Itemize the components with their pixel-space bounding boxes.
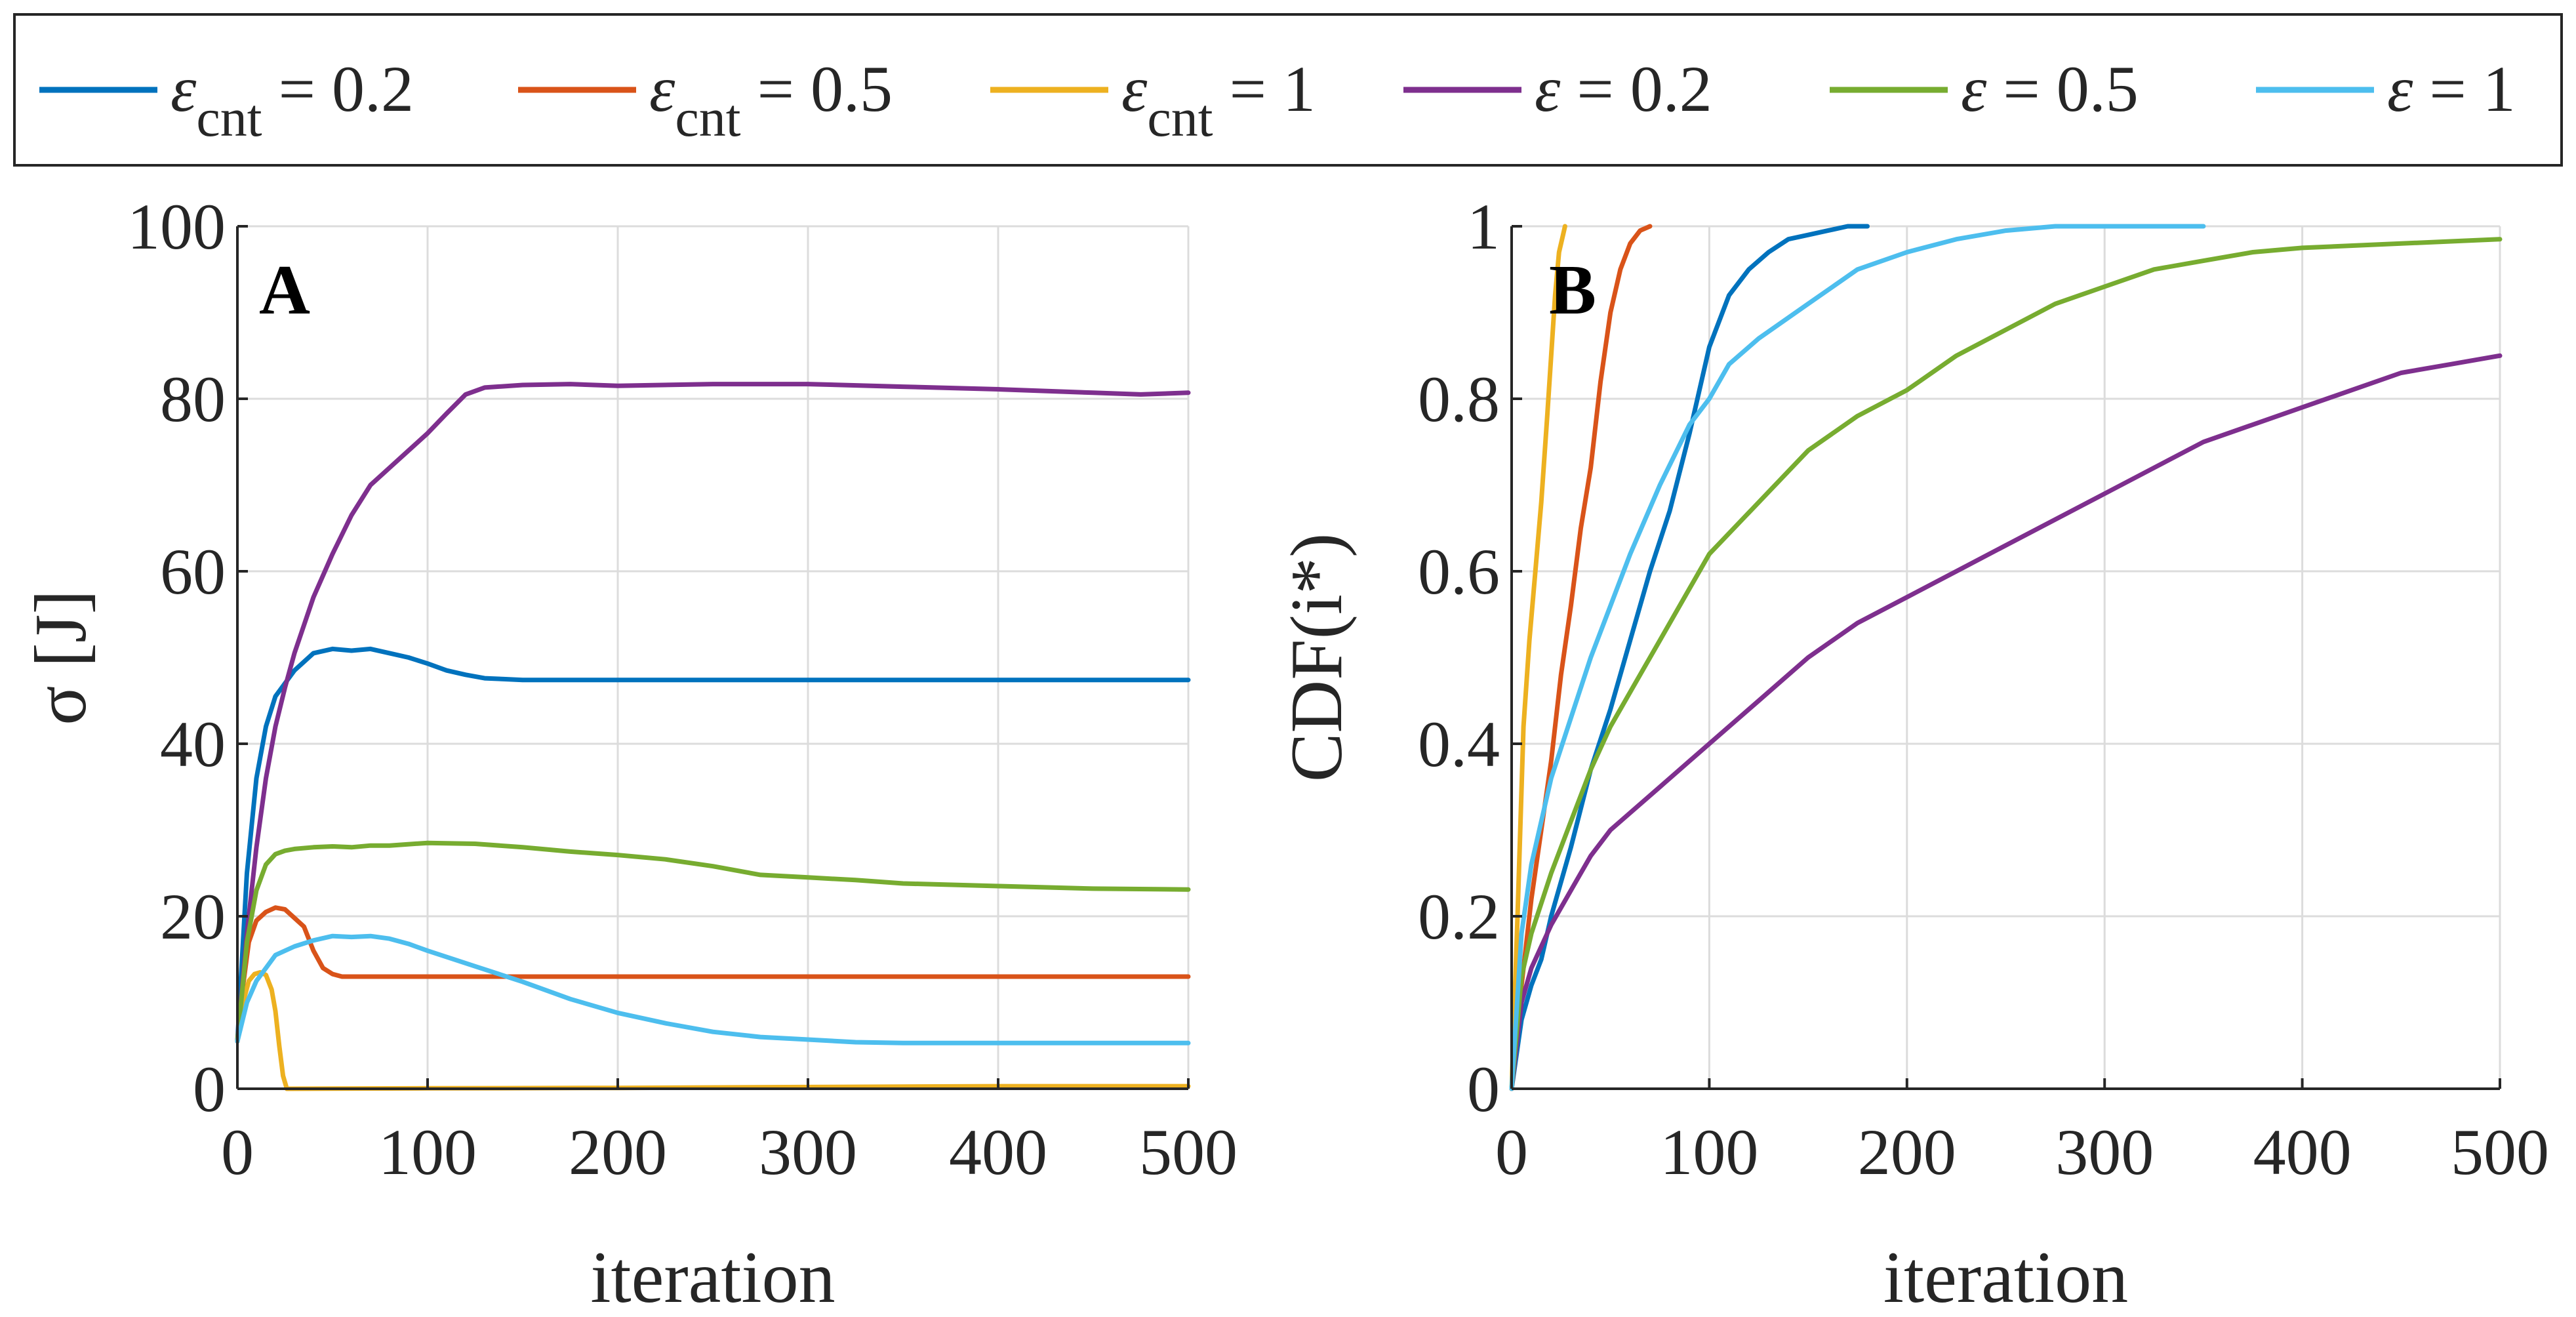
legend-symbol: ε — [2387, 52, 2413, 125]
legend-value: = 0.5 — [1986, 52, 2138, 125]
series-line-1 — [235, 905, 1191, 1044]
panel-label: B — [1549, 251, 1596, 329]
x-tick-label: 300 — [759, 1116, 857, 1188]
x-tick-label: 200 — [569, 1116, 667, 1188]
x-tick-label: 400 — [949, 1116, 1047, 1188]
series-line-0 — [235, 646, 1191, 1044]
legend-symbol: ε — [1535, 52, 1561, 125]
y-tick-label: 0.4 — [1418, 708, 1500, 780]
x-tick-label: 400 — [2253, 1116, 2352, 1188]
legend-value: = 0.2 — [1560, 52, 1712, 125]
y-tick-label: 1 — [1467, 190, 1500, 263]
legend-subscript: cnt — [675, 88, 740, 148]
legend-entry-1: εcnt = 0.5 — [518, 52, 893, 148]
y-axis-label: σ [J] — [20, 590, 102, 725]
x-tick-label: 0 — [221, 1116, 254, 1188]
y-tick-label: 80 — [160, 363, 226, 436]
y-tick-label: 0 — [193, 1053, 226, 1125]
series-line-4 — [1509, 237, 2503, 1091]
y-tick-label: 0.6 — [1418, 535, 1500, 608]
legend-label: εcnt = 0.2 — [171, 52, 414, 148]
plot-area — [237, 226, 1188, 1089]
legend-symbol: ε — [171, 52, 197, 125]
legend-entry-3: ε = 0.2 — [1403, 52, 1712, 125]
legend-subscript: cnt — [1147, 88, 1213, 148]
legend-value: = 0.5 — [741, 52, 893, 125]
x-tick-label: 500 — [1139, 1116, 1238, 1188]
y-tick-label: 0.2 — [1418, 880, 1500, 953]
series-line-5 — [1509, 224, 2206, 1091]
plot-area — [1512, 226, 2500, 1089]
y-tick-label: 60 — [160, 535, 226, 608]
series-line-2 — [1509, 224, 1567, 1091]
x-tick-label: 0 — [1495, 1116, 1528, 1188]
legend-entry-2: εcnt = 1 — [990, 52, 1316, 148]
legend-label: ε = 0.5 — [1961, 52, 2139, 125]
series-line-4 — [235, 840, 1191, 1044]
x-tick-label: 500 — [2451, 1116, 2549, 1188]
series-line-1 — [1509, 224, 1653, 1091]
legend-entry-0: εcnt = 0.2 — [39, 52, 414, 148]
legend-value: = 1 — [2413, 52, 2515, 125]
legend-box — [13, 13, 2563, 167]
series-line-5 — [235, 933, 1191, 1045]
y-tick-label: 0 — [1467, 1053, 1500, 1125]
series-line-3 — [235, 382, 1191, 1044]
x-tick-label: 100 — [378, 1116, 477, 1188]
series-line-3 — [1509, 353, 2503, 1091]
panel-a: 0 100 200 300 400 500 0 20 40 60 80 100 iteration σ [… — [20, 190, 1238, 1317]
x-tick-label: 200 — [1858, 1116, 1956, 1188]
legend-symbol: ε — [649, 52, 675, 125]
legend-label: ε = 1 — [2387, 52, 2516, 125]
y-tick-label: 20 — [160, 880, 226, 953]
x-axis-label: iteration — [1883, 1237, 2128, 1317]
legend-symbol: ε — [1961, 52, 1987, 125]
x-axis-label: iteration — [590, 1237, 835, 1317]
y-tick-label: 40 — [160, 708, 226, 780]
y-tick-label: 0.8 — [1418, 363, 1500, 436]
x-tick-label: 100 — [1660, 1116, 1758, 1188]
y-axis-label: CDF(i*) — [1276, 533, 1358, 782]
legend-label: ε = 0.2 — [1535, 52, 1712, 125]
legend-value: = 1 — [1213, 52, 1316, 125]
legend-entry-5: ε = 1 — [2256, 52, 2516, 125]
y-tick-label: 100 — [127, 190, 226, 263]
legend-label: εcnt = 1 — [1121, 52, 1316, 148]
legend-subscript: cnt — [196, 88, 262, 148]
series-line-0 — [1509, 224, 1870, 1091]
legend-value: = 0.2 — [262, 52, 414, 125]
legend-entry-4: ε = 0.5 — [1830, 52, 2139, 125]
x-tick-label: 300 — [2055, 1116, 2154, 1188]
legend-label: εcnt = 0.5 — [649, 52, 893, 148]
panel-b: 0 100 200 300 400 500 0 0.2 0.4 0.6 0.8 1 iteration C… — [1276, 190, 2549, 1317]
panel-label: A — [259, 251, 310, 329]
legend-symbol: ε — [1121, 52, 1148, 125]
